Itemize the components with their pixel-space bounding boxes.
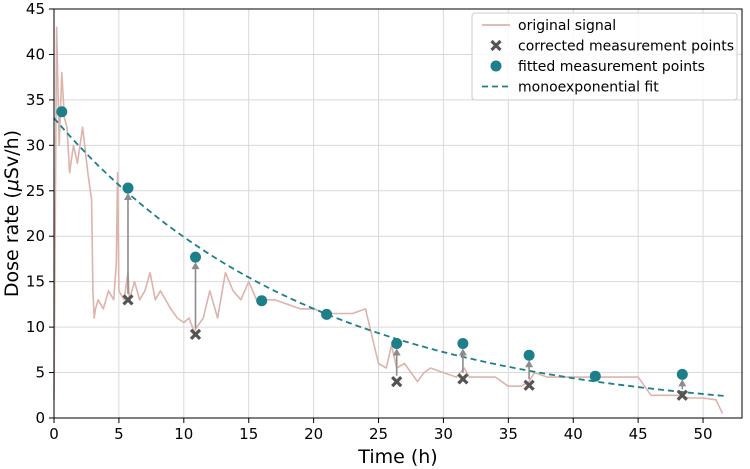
fit-series xyxy=(53,117,727,397)
fitted-point xyxy=(676,368,688,380)
fitted-point xyxy=(56,106,68,118)
fitted-point xyxy=(256,295,268,307)
corrected-point xyxy=(457,373,469,385)
fitted-point xyxy=(457,337,469,349)
fitted-point xyxy=(321,308,333,320)
correction-arrow-head xyxy=(458,348,467,356)
x-axis-label: Time (h) xyxy=(357,446,437,468)
cross-stroke xyxy=(122,294,134,306)
legend-label: original signal xyxy=(518,18,616,34)
y-tick-label: 0 xyxy=(35,409,45,427)
correction-arrows xyxy=(123,193,687,390)
y-tick-label: 35 xyxy=(26,91,45,109)
corrected-point xyxy=(391,376,403,388)
correction-arrow-head xyxy=(123,193,132,201)
y-tick-label: 15 xyxy=(26,273,45,291)
fitted-point xyxy=(189,251,201,263)
legend-label: fitted measurement points xyxy=(518,59,705,75)
measurement-points xyxy=(56,106,688,401)
correction-arrow-head xyxy=(678,379,687,387)
x-tick-label: 30 xyxy=(434,425,453,443)
x-tick-label: 15 xyxy=(239,425,258,443)
cross-stroke xyxy=(391,376,403,388)
y-axis-label: Dose rate (μSv/h) xyxy=(1,130,23,297)
cross-stroke xyxy=(490,39,502,52)
y-tick-label: 5 xyxy=(35,364,45,382)
y-tick-label: 30 xyxy=(26,136,45,154)
y-tick-label: 25 xyxy=(26,182,45,200)
fitted-point xyxy=(122,182,134,194)
cross-stroke xyxy=(523,379,535,391)
y-tick-label: 10 xyxy=(26,318,45,336)
x-tick-label: 0 xyxy=(49,425,59,443)
corrected-point xyxy=(676,389,688,401)
fitted-point xyxy=(523,349,535,361)
legend: original signal corrected measurement poi… xyxy=(471,12,738,101)
correction-arrow-head xyxy=(392,348,401,356)
x-tick-label: 10 xyxy=(174,425,193,443)
cross-stroke xyxy=(676,389,688,401)
y-tick-label: 45 xyxy=(26,0,45,18)
legend-item-original: original signal xyxy=(482,18,616,34)
corrected-point xyxy=(122,294,134,306)
fitted-point xyxy=(391,337,403,349)
monoexponential-fit-line xyxy=(53,117,727,397)
corrected-point xyxy=(523,379,535,391)
y-axis-label-mu: μ xyxy=(1,179,23,192)
y-tick-label: 40 xyxy=(26,45,45,63)
original-signal-series xyxy=(53,26,724,414)
legend-label: corrected measurement points xyxy=(518,39,734,55)
legend-swatch-corrected xyxy=(490,39,502,52)
correction-arrow-head xyxy=(191,262,200,270)
x-tick-label: 45 xyxy=(629,425,648,443)
legend-item-corrected: corrected measurement points xyxy=(490,39,734,55)
cross-stroke xyxy=(189,328,202,341)
axis-ticks: 0 5 10 15 20 25 30 35 40 45 50 0 5 10 15 20 25 30 35 40 45 xyxy=(26,0,713,443)
x-tick-label: 25 xyxy=(369,425,388,443)
legend-item-fitted: fitted measurement points xyxy=(490,59,705,75)
x-tick-label: 35 xyxy=(499,425,518,443)
legend-item-fit: monoexponential fit xyxy=(482,80,659,96)
legend-swatch-fitted xyxy=(490,60,502,72)
correction-arrow-head xyxy=(525,360,534,368)
original-signal-line xyxy=(53,26,724,414)
legend-label: monoexponential fit xyxy=(518,80,659,96)
x-tick-label: 50 xyxy=(694,425,713,443)
x-tick-label: 20 xyxy=(304,425,323,443)
plot-frame xyxy=(53,8,743,419)
cross-stroke xyxy=(457,373,469,385)
y-tick-label: 20 xyxy=(26,227,45,245)
legend-box xyxy=(471,12,738,101)
x-tick-label: 5 xyxy=(114,425,124,443)
fitted-point xyxy=(589,370,601,382)
y-axis-label-suffix: Sv/h) xyxy=(1,130,23,179)
y-axis-label-prefix: Dose rate ( xyxy=(1,191,23,297)
corrected-point xyxy=(189,328,202,341)
x-tick-label: 40 xyxy=(564,425,583,443)
